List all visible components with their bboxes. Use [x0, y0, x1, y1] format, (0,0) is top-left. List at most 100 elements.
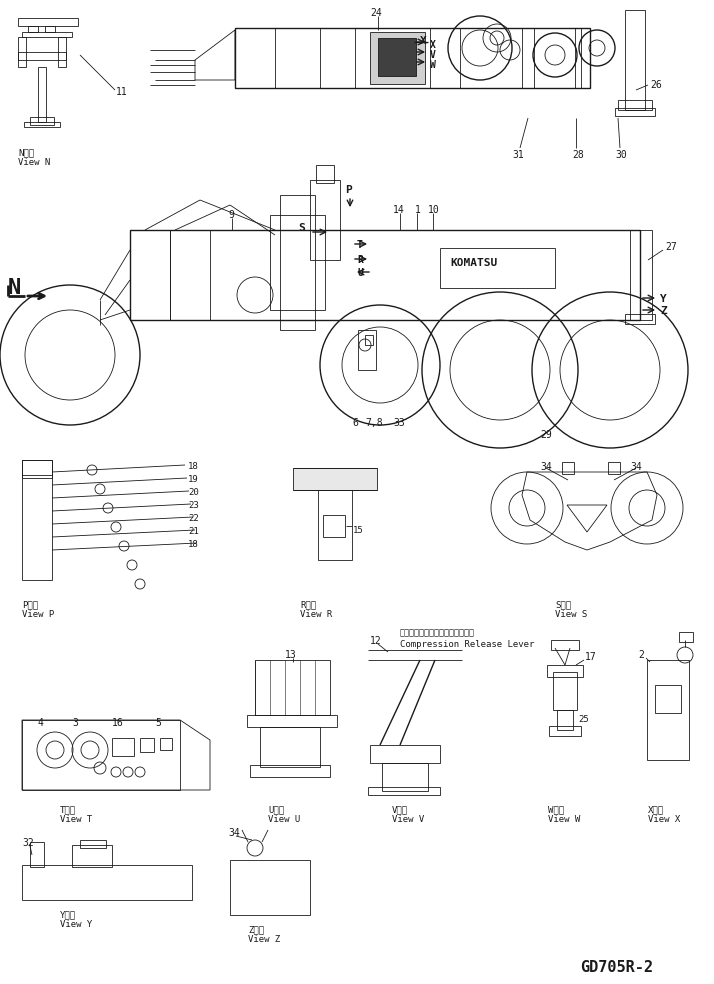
Bar — [547, 665, 583, 677]
Text: 25: 25 — [578, 715, 589, 724]
Text: U: U — [357, 268, 363, 278]
Bar — [247, 715, 337, 727]
Bar — [28, 26, 38, 32]
Text: T　視: T 視 — [60, 805, 76, 814]
Bar — [553, 672, 577, 710]
Text: 16: 16 — [112, 718, 124, 728]
Text: 14: 14 — [393, 205, 405, 215]
Text: Compression Release Lever: Compression Release Lever — [400, 640, 534, 649]
Bar — [618, 100, 652, 110]
Bar — [58, 37, 66, 67]
Bar — [440, 248, 555, 288]
Text: 12: 12 — [370, 636, 382, 646]
Bar — [293, 468, 377, 490]
Bar — [112, 738, 134, 756]
Text: T: T — [357, 240, 363, 250]
Bar — [647, 660, 689, 760]
Bar — [280, 195, 315, 330]
Text: View X: View X — [648, 815, 680, 824]
Bar — [370, 32, 425, 84]
Text: 28: 28 — [572, 150, 584, 160]
Text: 5: 5 — [155, 718, 161, 728]
Bar — [316, 165, 334, 183]
Bar — [22, 720, 180, 790]
Bar — [562, 462, 574, 474]
Text: 6: 6 — [352, 418, 358, 428]
Bar — [45, 26, 55, 32]
Text: 26: 26 — [650, 80, 662, 90]
Text: Y: Y — [660, 294, 667, 304]
Text: View Y: View Y — [60, 920, 92, 929]
Text: 3: 3 — [72, 718, 78, 728]
Bar — [18, 52, 66, 60]
Text: P　視: P 視 — [22, 600, 38, 609]
Bar — [608, 462, 620, 474]
Text: 27: 27 — [665, 242, 677, 252]
Text: Z　視: Z 視 — [248, 925, 264, 934]
Text: W: W — [430, 60, 436, 70]
Text: X: X — [420, 36, 427, 46]
Text: Z: Z — [660, 306, 667, 316]
Bar — [318, 490, 352, 560]
Bar — [80, 840, 106, 848]
Text: 29: 29 — [540, 430, 552, 440]
Text: GD705R-2: GD705R-2 — [580, 960, 653, 975]
Bar — [130, 230, 170, 320]
Text: View V: View V — [392, 815, 424, 824]
Text: View U: View U — [268, 815, 301, 824]
Text: V　視: V 視 — [392, 805, 408, 814]
Bar — [522, 28, 534, 88]
Text: R: R — [357, 255, 363, 265]
Text: 24: 24 — [370, 8, 382, 18]
Bar — [24, 122, 60, 127]
Bar — [625, 10, 645, 110]
Text: 31: 31 — [512, 150, 524, 160]
Text: View P: View P — [22, 610, 54, 619]
Text: 23: 23 — [188, 501, 198, 510]
Text: U　視: U 視 — [268, 805, 284, 814]
Text: 20: 20 — [188, 488, 198, 497]
Bar — [22, 865, 192, 900]
Bar — [370, 745, 440, 763]
Text: View Z: View Z — [248, 935, 281, 944]
Bar — [22, 32, 72, 37]
Bar — [270, 215, 325, 310]
Text: 30: 30 — [615, 150, 627, 160]
Bar — [18, 18, 78, 26]
Text: 13: 13 — [285, 650, 297, 660]
Bar — [575, 28, 581, 88]
Bar — [230, 860, 310, 915]
Text: S: S — [298, 223, 305, 233]
Bar — [365, 335, 373, 345]
Bar — [382, 763, 428, 791]
Text: 9: 9 — [228, 210, 234, 220]
Text: 2: 2 — [638, 650, 644, 660]
Bar — [72, 845, 112, 867]
Text: Y　視: Y 視 — [60, 910, 76, 919]
Text: View R: View R — [300, 610, 332, 619]
Bar — [140, 738, 154, 752]
Text: X　視: X 視 — [648, 805, 664, 814]
Text: 34: 34 — [228, 828, 240, 838]
Bar — [250, 765, 330, 777]
Text: コンプレッションリリースレバー: コンプレッションリリースレバー — [400, 628, 475, 637]
Text: W　視: W 視 — [548, 805, 564, 814]
Text: 18: 18 — [188, 540, 198, 549]
Text: 34: 34 — [540, 462, 552, 472]
Text: N: N — [8, 278, 21, 298]
Text: View W: View W — [548, 815, 580, 824]
Text: S　視: S 視 — [555, 600, 571, 609]
Text: 33: 33 — [393, 418, 405, 428]
Bar — [323, 515, 345, 537]
Bar — [255, 660, 330, 715]
Bar — [378, 38, 416, 76]
Bar — [130, 230, 640, 320]
Bar — [160, 738, 172, 750]
Bar — [235, 28, 590, 88]
Text: P: P — [345, 185, 352, 195]
Text: V: V — [430, 50, 436, 60]
Text: 10: 10 — [428, 205, 440, 215]
Bar — [557, 710, 573, 730]
Bar — [630, 230, 652, 320]
Bar — [38, 67, 46, 122]
